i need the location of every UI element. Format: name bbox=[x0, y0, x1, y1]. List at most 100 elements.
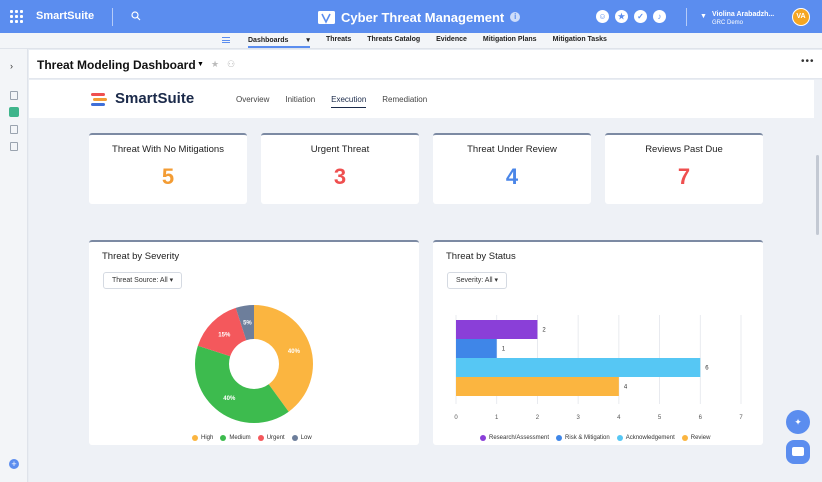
kpi-card-past-due[interactable]: Reviews Past Due 7 bbox=[605, 133, 763, 204]
app-grid-icon[interactable] bbox=[10, 10, 23, 23]
divider bbox=[686, 8, 687, 26]
dashboard-icon[interactable] bbox=[9, 107, 19, 117]
x-tick-label: 6 bbox=[699, 415, 703, 421]
threat-source-filter[interactable]: Threat Source: All ▾ bbox=[103, 272, 183, 289]
bar-acknowledgement[interactable] bbox=[456, 358, 701, 377]
top-bar: SmartSuite Cyber Threat Management i ☺ ★… bbox=[0, 0, 822, 33]
bar-review[interactable] bbox=[456, 377, 619, 396]
document-icon[interactable] bbox=[10, 142, 18, 151]
nav-item-mitigation-tasks[interactable]: Mitigation Tasks bbox=[552, 36, 607, 43]
bar-risk-mitigation[interactable] bbox=[456, 339, 497, 358]
left-sidebar: › + bbox=[0, 49, 28, 482]
pie-slice-high[interactable] bbox=[254, 305, 313, 412]
nav-item-dashboards[interactable]: Dashboards ▾ bbox=[248, 37, 310, 48]
bar-value-label: 1 bbox=[502, 347, 506, 353]
legend-label: Research/Assessment bbox=[489, 435, 550, 441]
logo-text: SmartSuite bbox=[115, 90, 195, 107]
legend-label: Medium bbox=[229, 435, 251, 441]
more-options-icon[interactable]: ••• bbox=[801, 56, 815, 67]
severity-panel: Threat by Severity Threat Source: All ▾ … bbox=[89, 240, 419, 445]
bell-icon[interactable]: ♪ bbox=[653, 10, 666, 23]
menu-icon[interactable] bbox=[222, 37, 230, 43]
dashboard-subheader: SmartSuite Overview Initiation Execution… bbox=[29, 80, 814, 118]
search-icon[interactable] bbox=[131, 11, 141, 21]
ai-assistant-button[interactable]: ✦ bbox=[786, 410, 810, 434]
filter-label: Threat Source: All bbox=[112, 277, 168, 284]
kpi-card-no-mitigations[interactable]: Threat With No Mitigations 5 bbox=[89, 133, 247, 204]
check-icon[interactable]: ✓ bbox=[634, 10, 647, 23]
kpi-title: Threat Under Review bbox=[467, 144, 557, 155]
legend-swatch bbox=[220, 435, 227, 441]
avatar[interactable]: VA bbox=[792, 8, 810, 26]
legend-item[interactable]: Review bbox=[681, 435, 710, 441]
info-icon[interactable]: i bbox=[510, 12, 521, 22]
nav-item-evidence[interactable]: Evidence bbox=[436, 36, 467, 43]
tab-execution[interactable]: Execution bbox=[331, 95, 367, 108]
legend-label: Low bbox=[300, 435, 312, 441]
legend-item[interactable]: Risk & Mitigation bbox=[556, 435, 610, 441]
status-legend: Research/Assessment Risk & Mitigation Ackn… bbox=[480, 435, 717, 441]
kpi-title: Reviews Past Due bbox=[645, 144, 723, 155]
legend-item[interactable]: Medium bbox=[220, 435, 251, 441]
chevron-down-icon[interactable]: ▼ bbox=[700, 13, 707, 20]
kpi-value: 3 bbox=[333, 164, 347, 189]
legend-swatch bbox=[681, 435, 688, 441]
legend-item[interactable]: High bbox=[192, 435, 213, 441]
panel-title: Threat by Severity bbox=[102, 251, 180, 262]
chat-icon[interactable]: ☺ bbox=[596, 10, 609, 23]
user-name: Violina Arabadzh... bbox=[712, 11, 775, 18]
x-tick-label: 3 bbox=[576, 415, 580, 421]
legend-item[interactable]: Acknowledgement bbox=[616, 435, 675, 441]
user-org: GRC Demo bbox=[712, 20, 744, 26]
kpi-value: 7 bbox=[677, 164, 691, 189]
pie-slice-medium[interactable] bbox=[195, 345, 289, 423]
dashboard-header: Threat Modeling Dashboard ▼ ★ ⚇ ••• bbox=[29, 50, 822, 79]
x-tick-label: 5 bbox=[658, 415, 662, 421]
tab-overview[interactable]: Overview bbox=[236, 95, 270, 104]
smartsuite-logo bbox=[91, 93, 107, 106]
x-tick-label: 7 bbox=[739, 415, 743, 421]
brand-name[interactable]: SmartSuite bbox=[36, 10, 95, 22]
chevron-down-icon[interactable]: ▼ bbox=[197, 61, 204, 68]
severity-legend: High Medium Urgent Low bbox=[192, 435, 319, 441]
bar-research-assessment[interactable] bbox=[456, 320, 538, 339]
legend-item[interactable]: Urgent bbox=[257, 435, 285, 441]
pie-slice-urgent[interactable] bbox=[197, 307, 247, 357]
pie-data-label: 5% bbox=[243, 321, 252, 327]
tab-remediation[interactable]: Remediation bbox=[382, 95, 428, 104]
nav-item-threats-catalog[interactable]: Threats Catalog bbox=[367, 36, 421, 43]
tab-initiation[interactable]: Initiation bbox=[285, 95, 316, 104]
legend-swatch bbox=[192, 435, 198, 441]
legend-swatch bbox=[480, 435, 486, 441]
kpi-value: 4 bbox=[505, 164, 519, 189]
add-icon[interactable]: + bbox=[9, 459, 19, 469]
legend-label: High bbox=[201, 435, 214, 441]
page-title[interactable]: Threat Modeling Dashboard bbox=[37, 58, 196, 72]
status-bar-chart: 0 1 2 3 4 5 6 7 2 1 6 4 bbox=[454, 315, 743, 421]
board-icon[interactable] bbox=[10, 125, 18, 134]
kpi-title: Urgent Threat bbox=[310, 144, 370, 155]
legend-item[interactable]: Research/Assessment bbox=[480, 435, 549, 441]
nav-item-mitigation-plans[interactable]: Mitigation Plans bbox=[482, 36, 537, 43]
scrollbar[interactable] bbox=[816, 155, 819, 235]
pie-slice-low[interactable] bbox=[235, 305, 254, 341]
chat-support-button[interactable] bbox=[786, 440, 810, 464]
legend-swatch bbox=[556, 435, 563, 441]
user-menu[interactable]: Violina Arabadzh... GRC Demo bbox=[712, 10, 774, 28]
legend-item[interactable]: Low bbox=[291, 435, 312, 441]
nav-item-threats[interactable]: Threats bbox=[325, 36, 352, 43]
star-icon[interactable]: ★ bbox=[615, 10, 628, 23]
document-icon[interactable] bbox=[10, 91, 18, 100]
kpi-card-urgent[interactable]: Urgent Threat 3 bbox=[261, 133, 419, 204]
pie-data-label: 15% bbox=[218, 332, 231, 338]
favorite-star-icon[interactable]: ★ bbox=[211, 59, 220, 69]
nav-item-label: Dashboards bbox=[248, 37, 289, 44]
shield-app-icon bbox=[318, 10, 335, 24]
filter-label: Severity: All bbox=[456, 277, 493, 284]
share-users-icon[interactable]: ⚇ bbox=[227, 59, 236, 69]
legend-swatch bbox=[616, 435, 623, 441]
severity-filter[interactable]: Severity: All ▾ bbox=[447, 272, 508, 289]
expand-chevron-icon[interactable]: › bbox=[10, 61, 13, 71]
kpi-card-under-review[interactable]: Threat Under Review 4 bbox=[433, 133, 591, 204]
kpi-title: Threat With No Mitigations bbox=[112, 144, 224, 155]
